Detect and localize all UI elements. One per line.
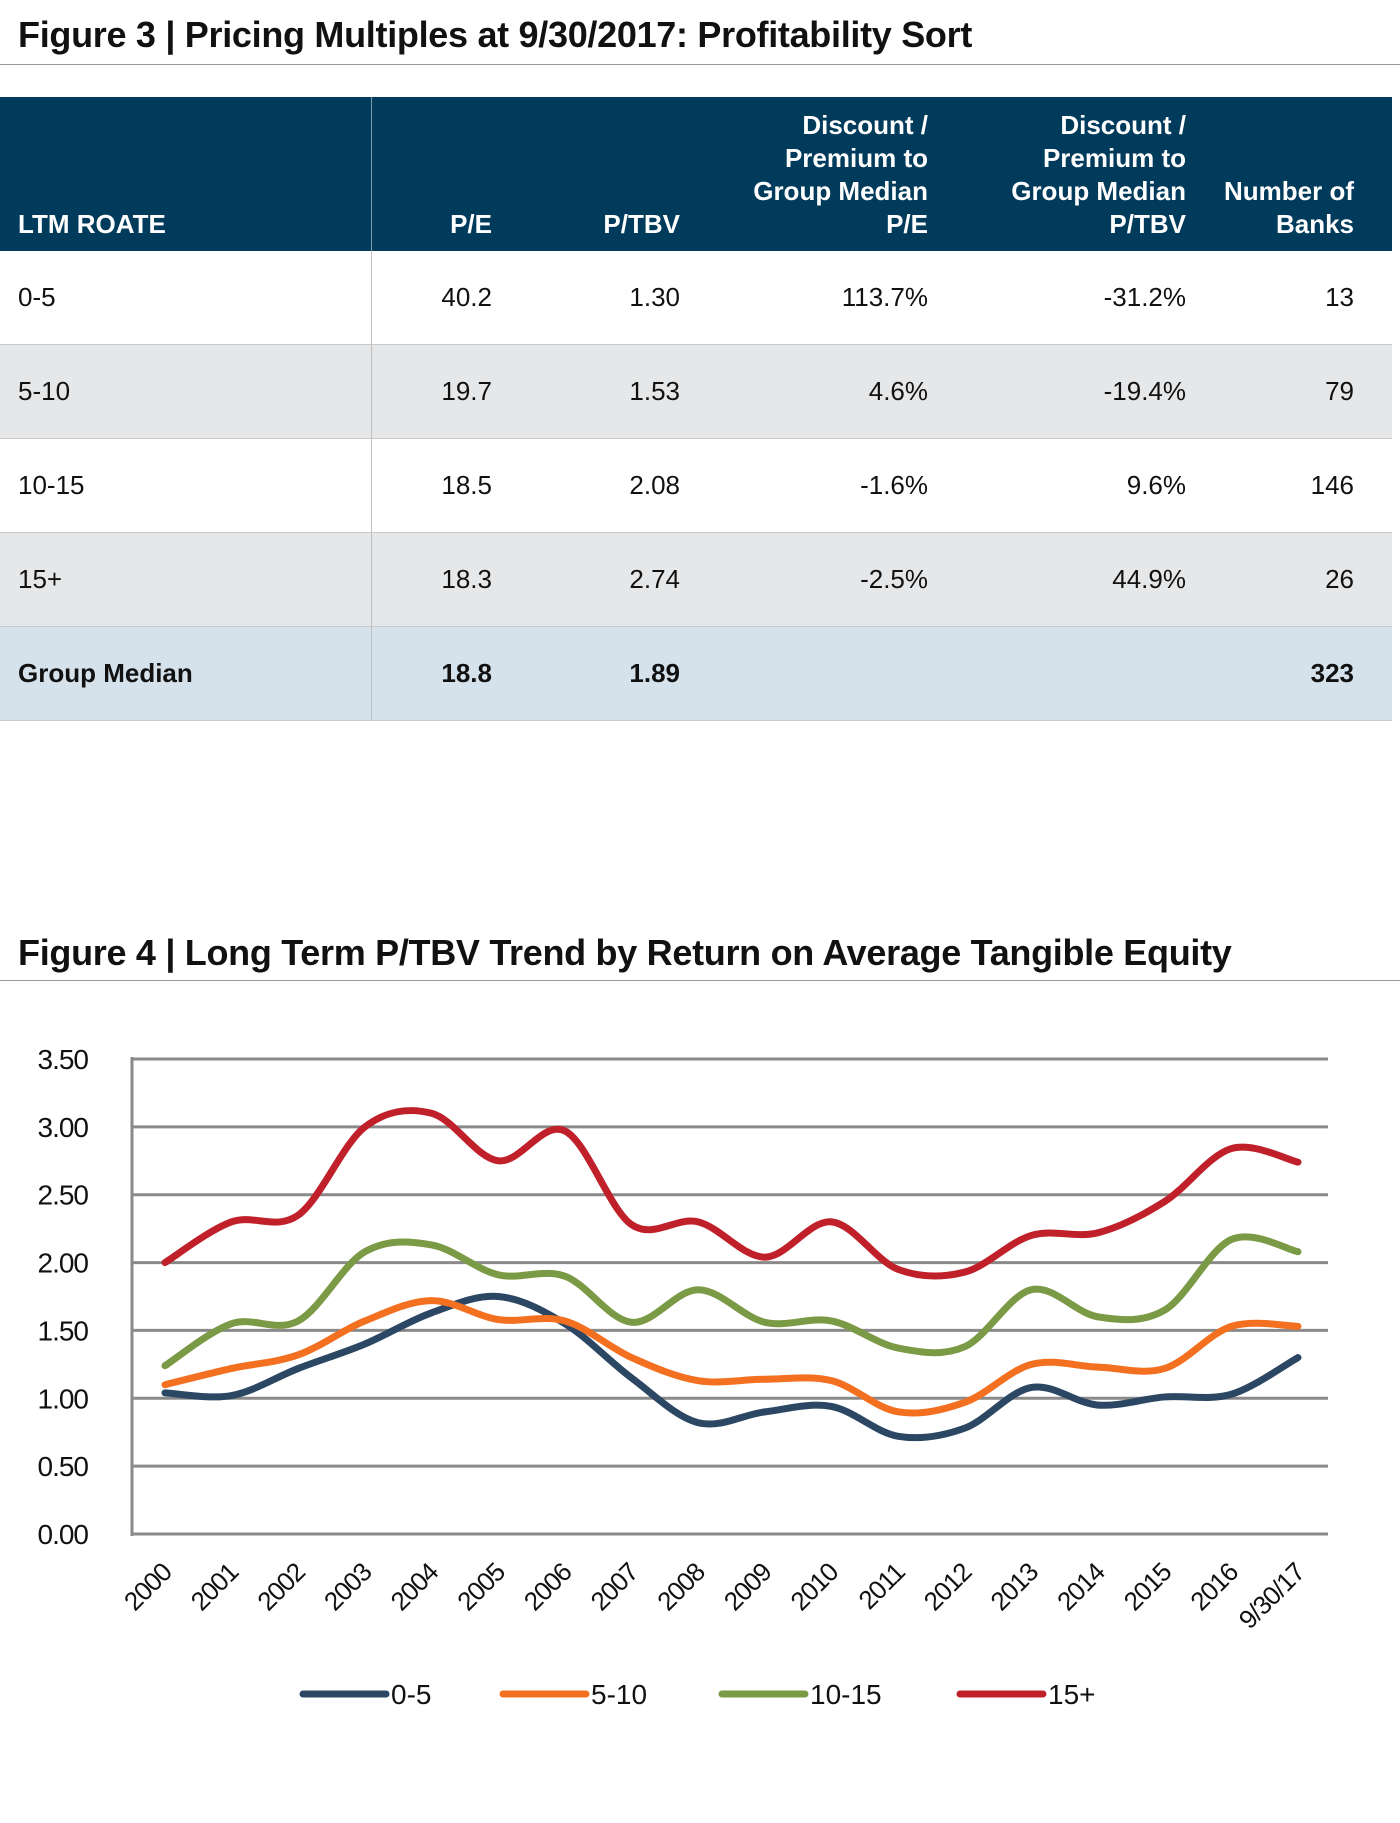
x-tick-label: 2002 — [251, 1557, 311, 1617]
median-pe: 18.8 — [371, 626, 530, 721]
header-number-banks: Number of Banks — [1224, 97, 1392, 251]
header-ptbv: P/TBV — [530, 97, 718, 251]
x-tick-label: 2014 — [1051, 1557, 1111, 1617]
x-tick-label: 2016 — [1184, 1557, 1244, 1617]
divider — [0, 64, 1400, 65]
y-tick-label: 2.00 — [38, 1248, 89, 1279]
series-line-5-10 — [161, 1297, 1302, 1417]
table-header-row: LTM ROATE P/E P/TBV Discount / Premium t… — [0, 97, 1392, 251]
header-discount-pe: Discount / Premium to Group Median P/E — [718, 97, 966, 251]
x-tick-label: 2010 — [784, 1557, 844, 1617]
cell-pe: 18.5 — [371, 438, 530, 533]
cell-ptbv: 2.08 — [530, 438, 718, 533]
table-row: 5-10 19.7 1.53 4.6% -19.4% 79 — [0, 344, 1392, 439]
series-line-10-15 — [161, 1233, 1302, 1370]
cell-pe: 18.3 — [371, 532, 530, 627]
legend-label-15+: 15+ — [1048, 1679, 1096, 1710]
x-tick-label: 2005 — [451, 1557, 511, 1617]
cell-pe: 40.2 — [371, 251, 530, 345]
cell-ltm-roate: 10-15 — [0, 438, 372, 533]
x-tick-label: 9/30/17 — [1233, 1557, 1311, 1635]
x-tick-label: 2009 — [718, 1557, 778, 1617]
legend-label-0-5: 0-5 — [391, 1679, 431, 1710]
y-tick-label: 1.50 — [38, 1315, 89, 1346]
cell-discount-pe: -2.5% — [718, 532, 966, 627]
x-tick-label: 2001 — [185, 1557, 245, 1617]
cell-number-banks: 79 — [1224, 344, 1392, 439]
median-number-banks: 323 — [1224, 626, 1392, 721]
x-tick-label: 2000 — [118, 1557, 178, 1617]
series-line-0-5 — [161, 1292, 1302, 1442]
y-tick-label: 1.00 — [38, 1383, 89, 1414]
cell-discount-ptbv: 44.9% — [966, 532, 1224, 627]
cell-discount-pe: 113.7% — [718, 251, 966, 345]
cell-ptbv: 1.30 — [530, 251, 718, 345]
cell-pe: 19.7 — [371, 344, 530, 439]
header-ltm-roate: LTM ROATE — [0, 97, 372, 251]
divider — [0, 980, 1400, 981]
x-tick-label: 2015 — [1118, 1557, 1178, 1617]
pt bv-trend-chart: 0.00 0.50 1.00 1.50 2.00 2.50 3.00 3.50 2000 2001… — [38, 1044, 1328, 1710]
x-tick-label: 2007 — [584, 1557, 644, 1617]
x-tick-label: 2003 — [318, 1557, 378, 1617]
cell-discount-ptbv: -19.4% — [966, 344, 1224, 439]
cell-ltm-roate: 0-5 — [0, 251, 372, 345]
group-median-row: Group Median 18.8 1.89 323 — [0, 626, 1392, 721]
median-ptbv: 1.89 — [530, 626, 718, 721]
pricing-multiples-table: LTM ROATE P/E P/TBV Discount / Premium t… — [0, 97, 1392, 721]
y-tick-label: 3.00 — [38, 1112, 89, 1143]
cell-number-banks: 13 — [1224, 251, 1392, 345]
header-discount-ptbv: Discount / Premium to Group Median P/TBV — [966, 97, 1224, 251]
x-tick-label: 2004 — [385, 1557, 445, 1617]
header-pe: P/E — [371, 97, 530, 251]
legend-label-5-10: 5-10 — [591, 1679, 647, 1710]
y-tick-label: 3.50 — [38, 1044, 89, 1075]
figure4-title: Figure 4 | Long Term P/TBV Trend by Retu… — [18, 932, 1232, 973]
table-row: 10-15 18.5 2.08 -1.6% 9.6% 146 — [0, 438, 1392, 533]
cell-discount-pe: -1.6% — [718, 438, 966, 533]
median-ltm-roate: Group Median — [0, 626, 372, 721]
y-tick-label: 0.50 — [38, 1451, 89, 1482]
y-tick-label: 2.50 — [38, 1180, 89, 1211]
x-tick-label: 2013 — [984, 1557, 1044, 1617]
cell-ltm-roate: 5-10 — [0, 344, 372, 439]
legend-label-10-15: 10-15 — [810, 1679, 882, 1710]
y-tick-label: 0.00 — [38, 1519, 89, 1550]
cell-ptbv: 1.53 — [530, 344, 718, 439]
figure3-title: Figure 3 | Pricing Multiples at 9/30/201… — [18, 14, 973, 55]
median-discount-ptbv — [966, 626, 1224, 721]
cell-ltm-roate: 15+ — [0, 532, 372, 627]
x-tick-label: 2012 — [918, 1557, 978, 1617]
table-row: 15+ 18.3 2.74 -2.5% 44.9% 26 — [0, 532, 1392, 627]
cell-number-banks: 26 — [1224, 532, 1392, 627]
cell-number-banks: 146 — [1224, 438, 1392, 533]
cell-discount-ptbv: -31.2% — [966, 251, 1224, 345]
x-tick-label: 2008 — [651, 1557, 711, 1617]
cell-ptbv: 2.74 — [530, 532, 718, 627]
table-row: 0-5 40.2 1.30 113.7% -31.2% 13 — [0, 251, 1392, 345]
x-tick-label: 2006 — [518, 1557, 578, 1617]
median-discount-pe — [718, 626, 966, 721]
x-tick-label: 2011 — [852, 1557, 910, 1615]
cell-discount-pe: 4.6% — [718, 344, 966, 439]
series-line-15+ — [161, 1107, 1302, 1280]
cell-discount-ptbv: 9.6% — [966, 438, 1224, 533]
